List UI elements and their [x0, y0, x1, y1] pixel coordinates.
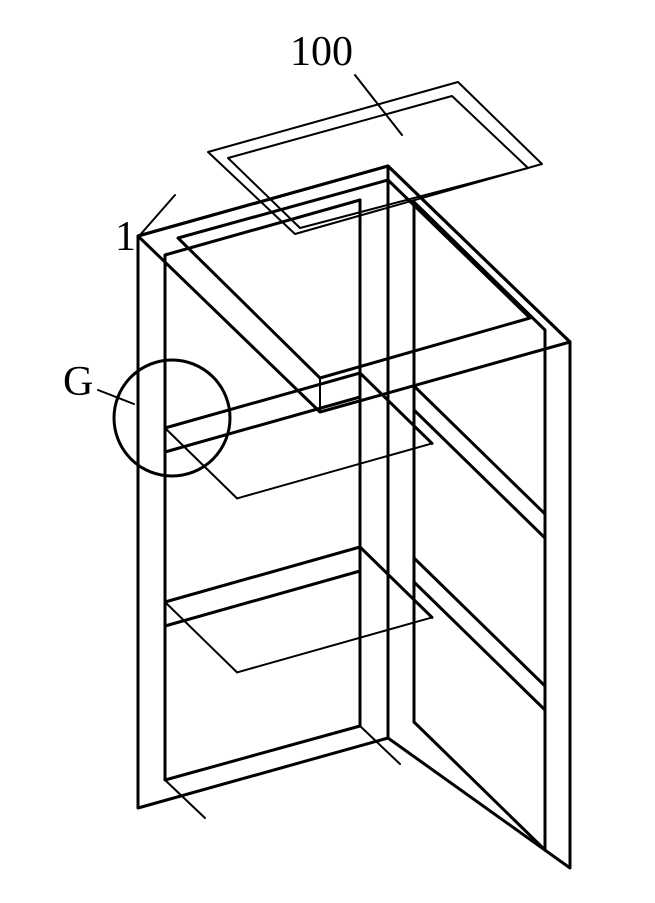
label-1: 1 — [115, 214, 136, 260]
label-100: 100 — [290, 29, 353, 75]
label-G: G — [63, 359, 93, 405]
